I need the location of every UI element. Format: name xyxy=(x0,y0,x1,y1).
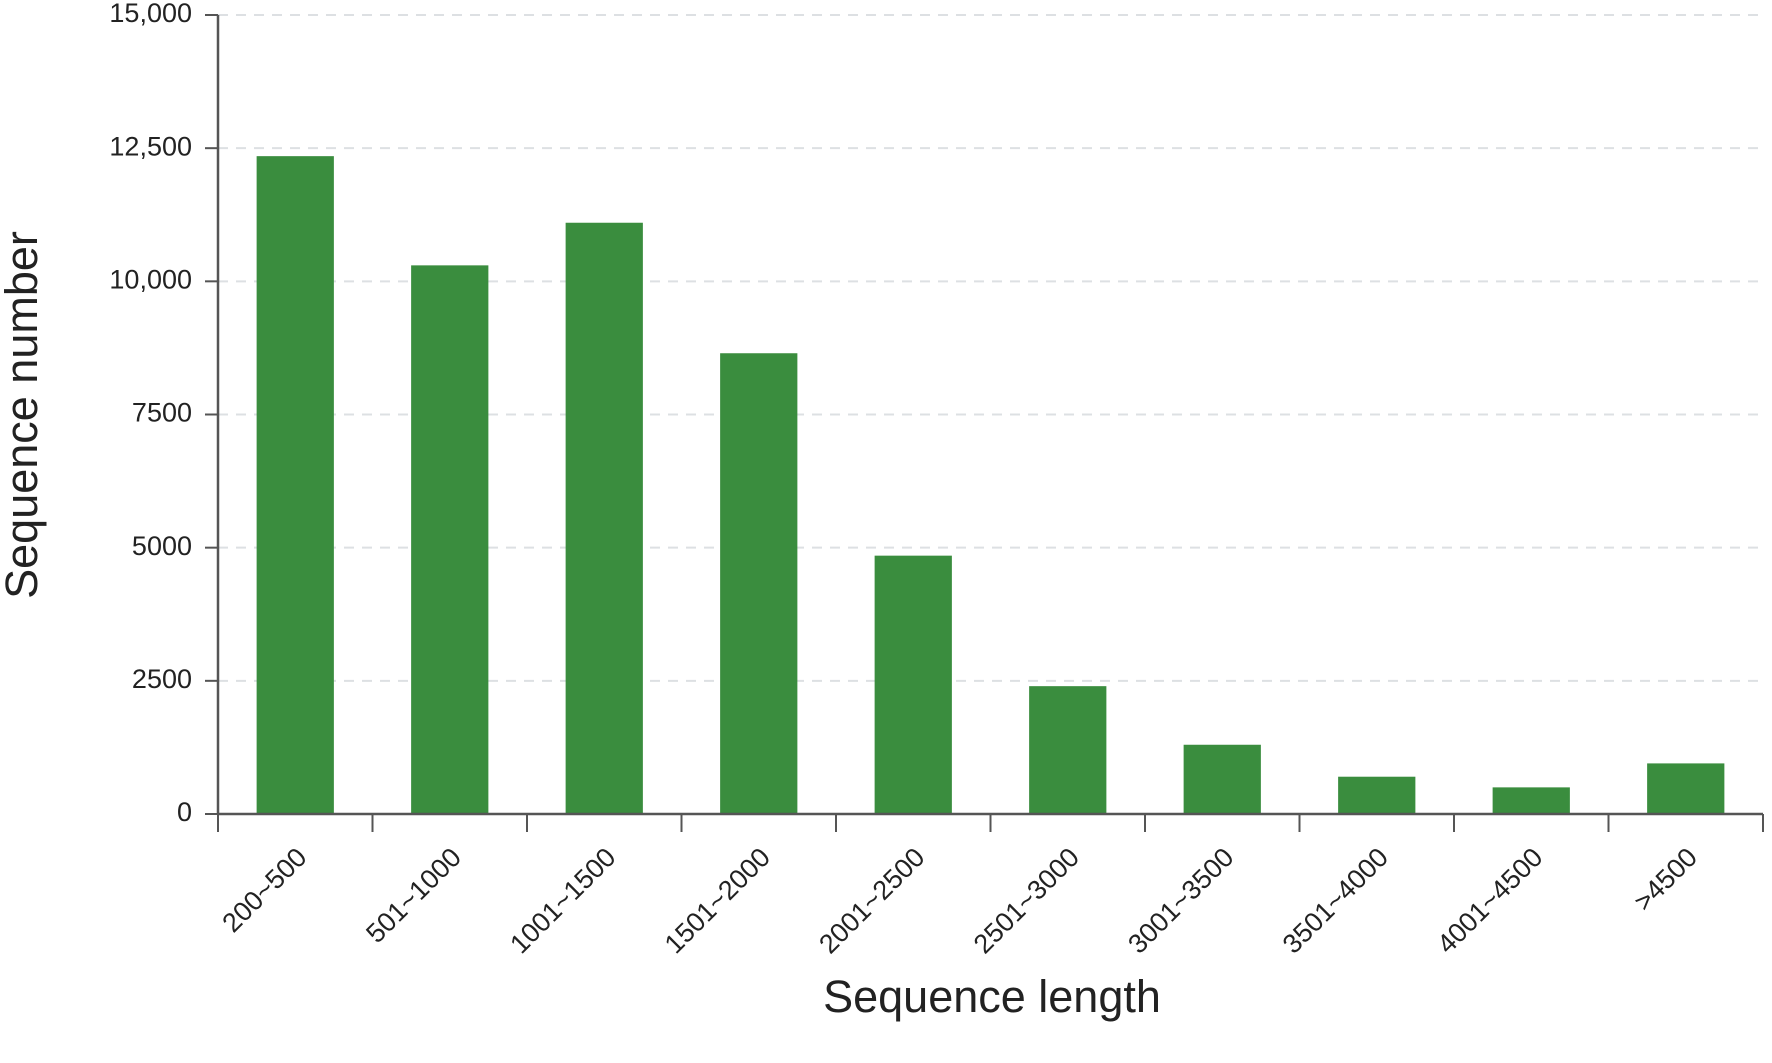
bar xyxy=(1492,787,1570,814)
bar xyxy=(720,353,798,814)
bar xyxy=(565,222,643,815)
x-tick-label: 2001~2500 xyxy=(813,842,930,959)
y-axis-title: Sequence number xyxy=(0,231,47,599)
x-tick-label: 1001~1500 xyxy=(504,842,621,959)
y-tick-label: 12,500 xyxy=(109,131,192,161)
y-tick-label: 5000 xyxy=(132,531,192,561)
bar xyxy=(256,156,334,814)
bar xyxy=(1029,686,1107,814)
bar xyxy=(411,265,489,814)
y-tick-label: 2500 xyxy=(132,664,192,694)
x-tick-label: 1501~2000 xyxy=(659,842,776,959)
x-tick-label: 501~1000 xyxy=(360,842,467,949)
y-tick-label: 10,000 xyxy=(109,264,192,294)
y-tick-label: 15,000 xyxy=(109,0,192,28)
x-tick-label: 3501~4000 xyxy=(1277,842,1394,959)
y-tick-label: 0 xyxy=(177,797,192,827)
x-tick-label: 200~500 xyxy=(216,842,312,938)
bar xyxy=(874,555,952,814)
x-tick-label: 2501~3000 xyxy=(968,842,1085,959)
bar xyxy=(1183,744,1261,814)
x-tick-label: >4500 xyxy=(1628,842,1703,917)
x-axis-title: Sequence length xyxy=(823,971,1161,1022)
y-tick-label: 7500 xyxy=(132,398,192,428)
x-tick-label: 4001~4500 xyxy=(1431,842,1548,959)
bar xyxy=(1647,763,1725,814)
bar xyxy=(1338,776,1416,814)
x-tick-label: 3001~3500 xyxy=(1122,842,1239,959)
